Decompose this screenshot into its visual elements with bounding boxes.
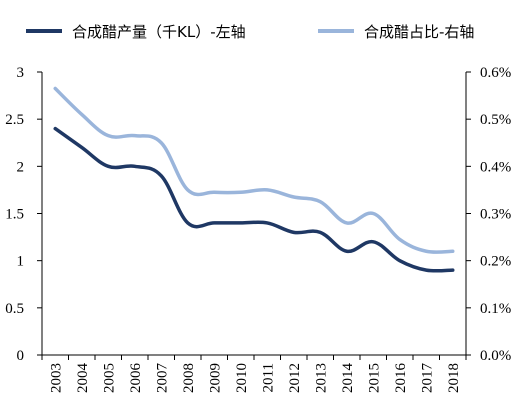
y-left-tick-label: 3 bbox=[17, 65, 25, 81]
y-left-tick-label: 2.5 bbox=[5, 112, 24, 128]
series-0-point bbox=[345, 250, 348, 253]
y-left-tick-label: 2 bbox=[17, 159, 25, 175]
x-tick-label: 2016 bbox=[393, 363, 409, 394]
series-1-point bbox=[213, 191, 216, 194]
y-right-tick-label: 0.1% bbox=[480, 301, 511, 317]
x-tick-label: 2011 bbox=[260, 363, 276, 392]
y-right-ticks: 0.0% 0.1% 0.2% 0.3% 0.4% 0.5% 0.6% bbox=[466, 65, 511, 364]
x-ticks: 2003 2004 2005 2006 2007 2008 2009 2010 2011 2012… bbox=[41, 355, 467, 394]
series-0-point bbox=[239, 221, 242, 224]
series-1-point bbox=[398, 238, 401, 241]
x-tick-label: 2006 bbox=[128, 363, 144, 394]
series-layer bbox=[53, 86, 455, 273]
series-1-point bbox=[266, 188, 269, 191]
series-line-1 bbox=[53, 86, 455, 254]
series-1-point bbox=[319, 200, 322, 203]
x-tick-label: 2003 bbox=[48, 363, 64, 393]
x-tick-label: 2005 bbox=[101, 363, 117, 393]
y-left-ticks: 0 0.5 1 1.5 2 2.5 3 bbox=[5, 65, 42, 364]
series-0-point bbox=[160, 174, 163, 177]
series-1-point bbox=[451, 250, 454, 253]
series-0-point bbox=[133, 165, 136, 168]
x-tick-label: 2007 bbox=[154, 363, 170, 394]
x-tick-label: 2012 bbox=[287, 363, 303, 393]
series-1-point bbox=[160, 141, 163, 144]
x-tick-label: 2008 bbox=[181, 363, 197, 393]
x-tick-label: 2017 bbox=[419, 363, 435, 394]
series-1-point bbox=[186, 188, 189, 191]
x-tick-label: 2009 bbox=[207, 363, 223, 393]
x-tick-label: 2010 bbox=[234, 363, 250, 393]
series-1-point bbox=[80, 113, 83, 116]
series-0-point bbox=[266, 221, 269, 224]
series-1-point bbox=[107, 134, 110, 137]
legend-label-series-0: 合成醋产量（千KL）-左轴 bbox=[72, 23, 246, 41]
series-1-point bbox=[292, 195, 295, 198]
series-0-point bbox=[451, 269, 454, 272]
series-0-point bbox=[54, 127, 57, 130]
series-0-point bbox=[107, 165, 110, 168]
series-0-point bbox=[213, 221, 216, 224]
x-tick-label: 2015 bbox=[366, 363, 382, 393]
series-1-point bbox=[133, 134, 136, 137]
y-left-tick-label: 0 bbox=[17, 348, 25, 364]
y-right-tick-label: 0.2% bbox=[480, 254, 511, 270]
x-tick-label: 2013 bbox=[313, 363, 329, 393]
series-0-point bbox=[80, 146, 83, 149]
series-1-point bbox=[239, 191, 242, 194]
series-0-point bbox=[186, 221, 189, 224]
legend-label-series-1: 合成醋占比-右轴 bbox=[364, 23, 474, 41]
axes bbox=[41, 72, 467, 356]
y-left-tick-label: 0.5 bbox=[5, 301, 24, 317]
y-right-tick-label: 0.5% bbox=[480, 112, 511, 128]
x-tick-label: 2004 bbox=[75, 363, 91, 394]
series-0-point bbox=[425, 269, 428, 272]
x-tick-label: 2014 bbox=[340, 363, 356, 394]
y-right-tick-label: 0.4% bbox=[480, 159, 511, 175]
series-0-point bbox=[398, 259, 401, 262]
series-1-point bbox=[372, 212, 375, 215]
series-line-0 bbox=[53, 126, 455, 273]
y-right-tick-label: 0.6% bbox=[480, 65, 511, 81]
legend: 合成醋产量（千KL）-左轴 合成醋占比-右轴 bbox=[26, 23, 474, 41]
series-1-point bbox=[345, 221, 348, 224]
series-1-point bbox=[54, 87, 57, 90]
series-0-point bbox=[372, 240, 375, 243]
series-0-point bbox=[292, 231, 295, 234]
x-tick-label: 2018 bbox=[446, 363, 462, 393]
y-left-tick-label: 1.5 bbox=[5, 207, 24, 223]
y-right-tick-label: 0.0% bbox=[480, 348, 511, 364]
y-left-tick-label: 1 bbox=[17, 254, 25, 270]
series-0-point bbox=[319, 231, 322, 234]
y-right-tick-label: 0.3% bbox=[480, 207, 511, 223]
series-1-point bbox=[425, 250, 428, 253]
